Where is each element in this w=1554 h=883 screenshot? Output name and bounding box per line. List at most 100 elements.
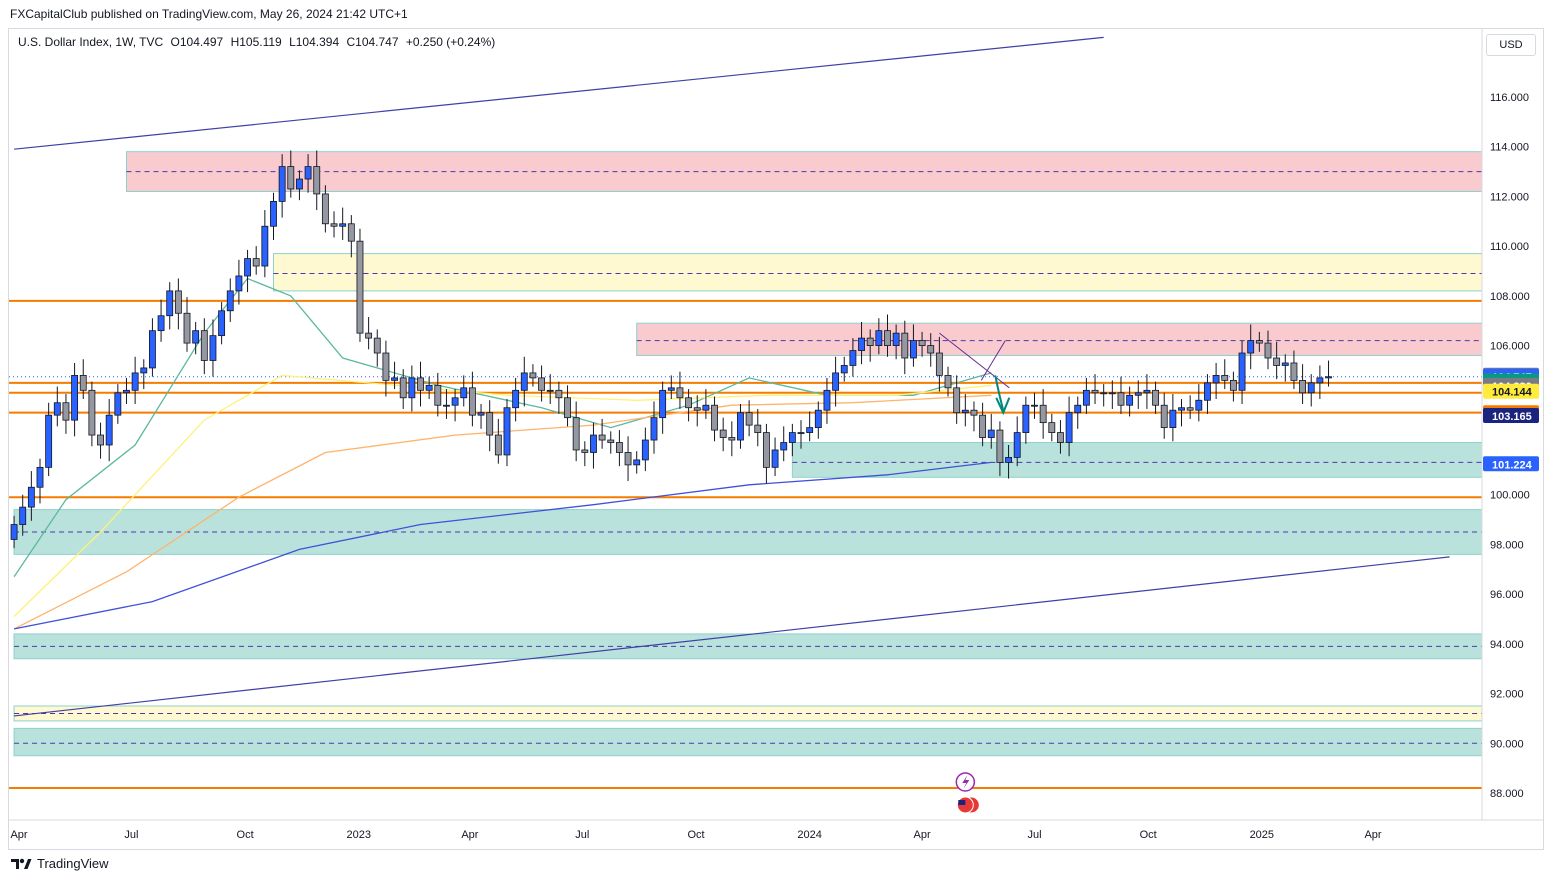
candle [356,228,364,342]
legend-open: O104.497 [170,35,224,49]
candle [1108,380,1116,409]
candle [252,246,260,275]
candle-body [1273,357,1281,366]
candle [443,389,450,419]
candle-body [832,372,840,391]
candle [520,356,528,407]
candle-body [330,223,338,227]
candle [62,394,70,434]
candle [408,365,416,412]
candle [650,401,658,454]
candle-body [1325,376,1332,379]
candle [1134,380,1142,409]
candle [832,356,840,407]
resistance-zone [272,253,1483,292]
trendline-up [980,340,1006,381]
candle [667,375,675,400]
candle-body [1082,389,1090,406]
candle [1316,365,1324,400]
candle-body [304,166,312,180]
legend-high: H105.119 [230,35,282,49]
candle [581,441,589,467]
price-tag-label: 103.165 [1492,411,1532,423]
candle [1247,324,1255,370]
candle [1126,386,1134,417]
price-tick-label: 94.000 [1490,639,1524,651]
candle [79,359,87,400]
candle [235,259,243,305]
candle [693,395,701,427]
candle [10,515,18,549]
candle-body [373,337,381,354]
candle-body [1022,404,1030,433]
candle-body [261,225,269,267]
candle [1195,384,1203,422]
candle-body [503,407,511,456]
us-flag-icon [956,796,980,814]
currency-button[interactable]: USD [1486,34,1536,56]
candle [417,361,424,407]
candle [512,377,520,422]
candle-body [685,397,693,409]
candle-body [1299,379,1307,394]
moving-average-yellow [13,374,992,617]
candle [19,494,27,536]
price-tick-label: 90.000 [1490,738,1524,750]
candle [1212,362,1220,400]
candle-body [1126,394,1134,406]
candle [278,154,286,218]
candle-body [1169,409,1177,429]
candle-body [443,404,450,407]
candle [884,314,891,357]
candle-body [615,442,623,453]
candle [797,420,805,449]
candle-body [1005,457,1012,463]
candle [1082,377,1090,414]
candle [1152,381,1159,414]
candle-body [1091,389,1099,394]
candle [313,150,321,211]
candle [71,362,79,437]
candle-body [79,374,87,391]
candle [192,321,200,355]
candle-body [477,412,485,416]
candle-body [339,223,347,227]
candle [624,436,632,482]
candle [858,321,865,365]
candle-body [434,384,442,406]
legend-low: L104.394 [289,35,340,49]
candle-body [226,290,234,312]
candle-body [555,389,563,399]
candle [321,185,329,233]
candle-body [244,258,251,277]
candle [910,324,917,367]
candle [140,359,148,390]
candle [166,282,174,330]
candle [944,366,952,397]
candle [1143,374,1151,409]
candle [676,371,684,409]
candle-body [953,387,961,414]
candle-body [961,409,969,414]
price-tag-bg [1483,383,1539,399]
candle [572,401,580,462]
candle [529,364,537,387]
candle [45,402,53,477]
candle-body [209,335,217,361]
candle-body [192,330,200,344]
candle-body [468,387,476,416]
candle-body [10,524,18,540]
candle [1048,413,1056,442]
candle [875,318,883,355]
candle-body [296,178,303,190]
candle-body [590,434,597,453]
candle [174,278,182,330]
candle-body [27,486,35,508]
candle-body [365,332,373,339]
candle-body [53,402,61,416]
candle-body [1152,389,1159,406]
candle-body [849,350,857,366]
candle-body [1255,340,1263,344]
candle-body [1229,379,1237,391]
